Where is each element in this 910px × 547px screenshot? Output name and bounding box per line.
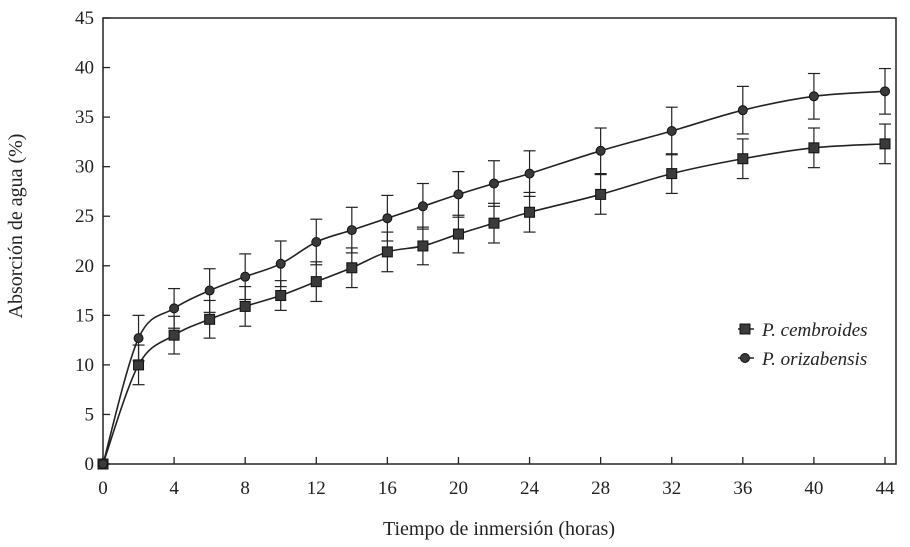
y-axis-title: Absorción de agua (%) (5, 134, 27, 319)
data-point-orizabensis (453, 189, 464, 200)
y-axis-ticks: 0 5 10 15 20 25 30 35 40 45 (75, 8, 110, 475)
legend: P. cembroides P. orizabensis (738, 320, 868, 370)
data-point-orizabensis (98, 459, 108, 469)
data-point-cembroides (346, 262, 358, 274)
x-tick-label: 12 (307, 478, 326, 499)
legend-marker-circle (740, 353, 750, 363)
data-point-orizabensis (880, 86, 890, 97)
data-point-cembroides (879, 138, 891, 150)
legend-label-cembroides: P. cembroides (761, 320, 868, 341)
data-point-cembroides (666, 168, 678, 180)
data-point-cembroides (524, 206, 536, 218)
data-point-orizabensis (133, 333, 144, 344)
y-tick-label: 45 (75, 8, 94, 29)
x-axis-ticks: 0 4 8 12 16 20 24 28 32 36 40 44 (98, 457, 895, 499)
data-point-orizabensis (524, 168, 535, 179)
x-tick-label: 36 (733, 478, 752, 499)
data-point-orizabensis (417, 201, 428, 212)
y-tick-label: 40 (75, 58, 94, 79)
y-tick-label: 25 (75, 206, 94, 227)
series-line-orizabensis (102, 90, 886, 465)
data-point-orizabensis (595, 145, 606, 156)
x-tick-label: 32 (662, 478, 681, 499)
legend-marker-square (739, 323, 751, 335)
data-point-cembroides (737, 153, 749, 165)
y-tick-label: 0 (85, 454, 95, 475)
x-tick-label: 8 (240, 478, 250, 499)
data-point-cembroides (310, 276, 322, 288)
y-tick-label: 10 (75, 355, 94, 376)
data-point-cembroides (381, 246, 393, 258)
data-point-cembroides (168, 329, 180, 341)
y-tick-label: 15 (75, 305, 94, 326)
y-tick-label: 35 (75, 107, 94, 128)
x-tick-label: 20 (449, 478, 468, 499)
data-point-cembroides (488, 217, 500, 229)
data-point-orizabensis (382, 213, 393, 224)
data-point-orizabensis (240, 271, 251, 282)
x-tick-label: 0 (98, 478, 108, 499)
data-point-orizabensis (204, 285, 215, 296)
data-point-cembroides (239, 300, 251, 312)
x-tick-label: 40 (804, 478, 823, 499)
plot-frame (102, 17, 897, 465)
data-point-orizabensis (346, 225, 357, 236)
x-tick-label: 16 (378, 478, 397, 499)
data-point-cembroides (417, 240, 429, 252)
x-tick-label: 28 (591, 478, 610, 499)
legend-label-orizabensis: P. orizabensis (761, 349, 867, 370)
y-tick-label: 20 (75, 256, 94, 277)
data-point-cembroides (595, 188, 607, 200)
data-point-orizabensis (311, 236, 322, 247)
data-point-orizabensis (666, 125, 677, 136)
data-point-orizabensis (275, 258, 286, 269)
series-layer (97, 67, 891, 470)
data-point-orizabensis (489, 178, 499, 189)
x-axis-title: Tiempo de inmersión (horas) (383, 518, 615, 540)
data-point-orizabensis (169, 303, 180, 314)
y-tick-label: 5 (85, 404, 95, 425)
data-point-orizabensis (737, 105, 748, 116)
data-point-cembroides (452, 228, 464, 240)
data-point-cembroides (204, 313, 216, 325)
data-point-cembroides (275, 290, 287, 302)
y-tick-label: 30 (75, 157, 94, 178)
data-point-orizabensis (808, 91, 819, 102)
x-tick-label: 24 (520, 478, 540, 499)
x-tick-label: 4 (169, 478, 179, 499)
x-tick-label: 44 (876, 478, 896, 499)
series-line-cembroides (102, 143, 886, 465)
data-point-cembroides (808, 142, 820, 154)
